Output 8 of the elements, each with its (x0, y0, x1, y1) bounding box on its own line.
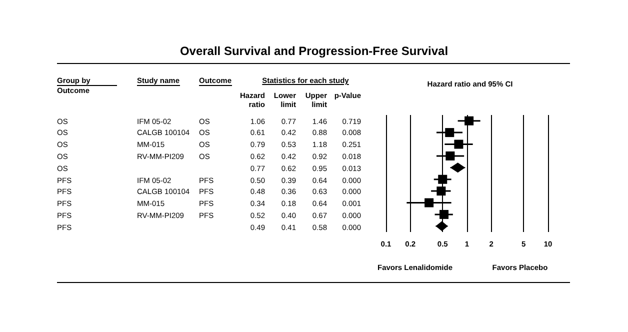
point (436, 186, 446, 196)
point (436, 221, 448, 232)
point (439, 210, 448, 219)
point (446, 151, 455, 160)
point (454, 140, 464, 149)
text: Overall Survival and Progression-Free Survival (178, 44, 450, 58)
point (445, 128, 454, 138)
point (438, 174, 448, 184)
